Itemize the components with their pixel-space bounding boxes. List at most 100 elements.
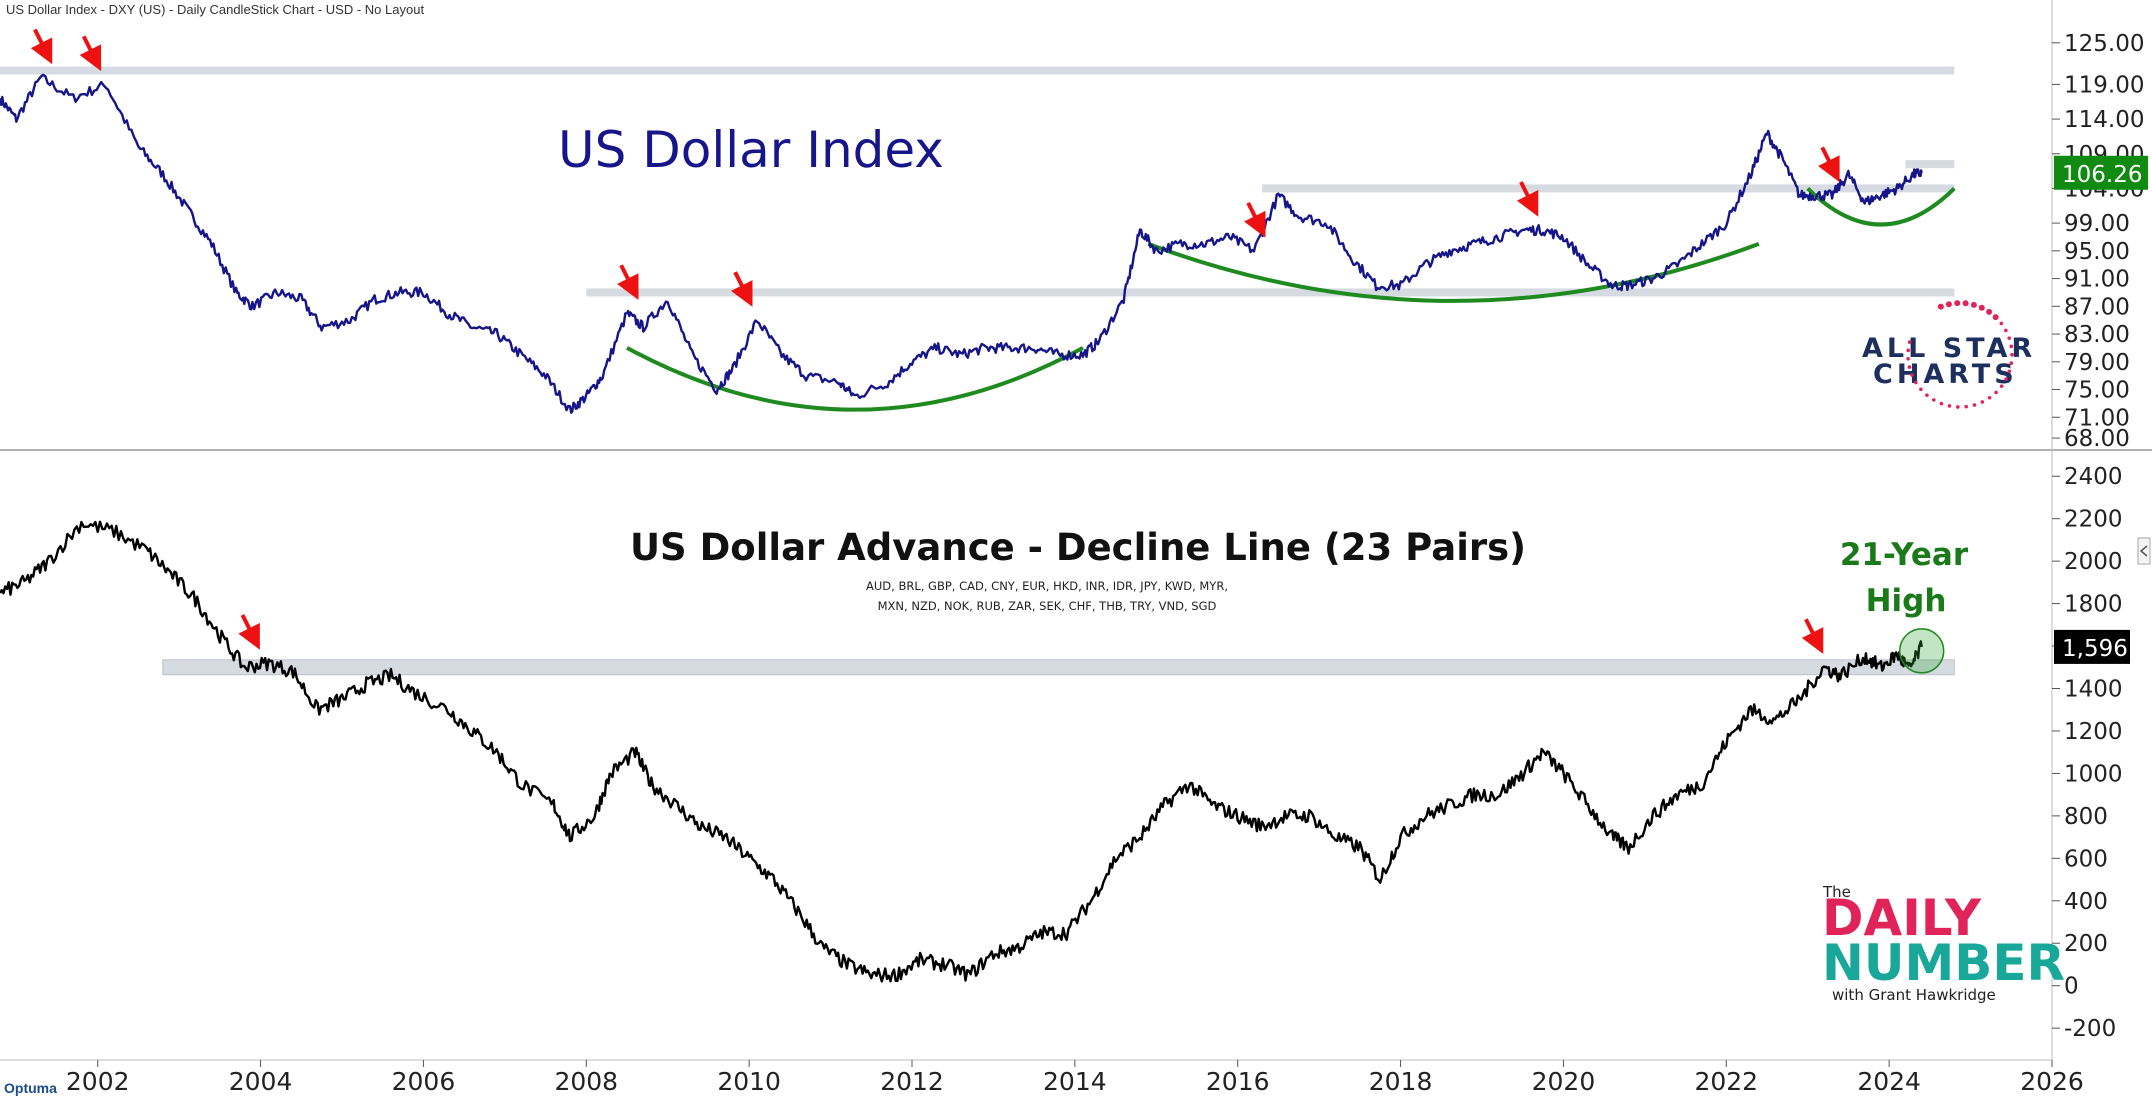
x-tick-label: 2022 (1694, 1067, 1758, 1096)
x-tick-label: 2016 (1206, 1067, 1270, 1096)
x-axis: 2002 2004 2006 2008 2010 2012 2014 2016 2018 2020… (66, 1060, 2084, 1096)
y-tick-label: 800 (2064, 804, 2108, 830)
all-star-logo-line-2: CHARTS (1873, 359, 2018, 390)
y-tick-label: 2000 (2064, 549, 2123, 575)
x-tick-label: 2008 (554, 1067, 618, 1096)
star-dot (1986, 308, 1993, 315)
y-tick-label: 2400 (2064, 464, 2123, 490)
star-dot (1978, 304, 1985, 311)
daily-number-logo: The DAILY NUMBER with Grant Hawkridge (1822, 883, 2065, 1004)
y-tick-label: 83.00 (2064, 322, 2130, 348)
panel-collapse-handle[interactable] (2137, 537, 2151, 565)
red-arrow-icon (617, 264, 639, 300)
y-tick-label: 71.00 (2064, 405, 2130, 431)
y-tick-label: 125.00 (2064, 31, 2144, 57)
star-dot (1937, 303, 1944, 310)
all-star-logo-line-1: ALL STAR (1862, 333, 2036, 364)
star-dot (2007, 336, 2012, 340)
star-dot (2004, 328, 2008, 333)
star-ring-icon (1906, 300, 2014, 409)
daily-number-byline: with Grant Hawkridge (1832, 986, 1996, 1004)
base-arc (1806, 187, 1956, 227)
star-dot (1980, 400, 1985, 404)
y-tick-label: 75.00 (2064, 378, 2130, 404)
star-dot (1907, 340, 1912, 344)
x-tick-label: 2020 (1532, 1067, 1596, 1096)
red-arrow-icon (1801, 618, 1824, 655)
all-star-charts-logo: ALL STAR CHARTS (1862, 300, 2036, 409)
last-value-label: 1,596 (2062, 636, 2128, 662)
daily-number-the: The (1822, 883, 1851, 901)
star-dot (1910, 373, 1914, 377)
star-dot (1907, 365, 1912, 369)
y-tick-label: 68.00 (2064, 426, 2130, 452)
y-tick-label: 99.00 (2064, 211, 2130, 237)
red-arrow-icon (238, 614, 260, 650)
chevron-left-icon (2139, 545, 2148, 557)
star-dot (1970, 301, 1977, 308)
x-tick-label: 2010 (717, 1067, 781, 1096)
y-tick-label: 1000 (2064, 761, 2123, 787)
y-tick-label: 114.00 (2064, 107, 2144, 133)
pairs-line-1: AUD, BRL, GBP, CAD, CNY, EUR, HKD, INR, … (866, 579, 1228, 593)
resistance-band (0, 66, 1955, 75)
red-arrow-icon (731, 271, 753, 307)
star-dot (1994, 390, 1998, 395)
daily-number-number: NUMBER (1822, 934, 2065, 992)
y-tick-label: 1800 (2064, 592, 2123, 618)
y-tick-label: 87.00 (2064, 294, 2130, 320)
annotation-high: High (1866, 583, 1947, 619)
y-tick-label: -200 (2064, 1016, 2116, 1042)
red-arrow-icon (1244, 201, 1266, 238)
y-tick-label: 0 (2064, 974, 2079, 1000)
y-tick-label: 200 (2064, 931, 2108, 957)
resistance-band (586, 288, 1955, 297)
y-tick-label: 400 (2064, 889, 2108, 915)
x-tick-label: 2026 (2020, 1067, 2084, 1096)
y-tick-label: 91.00 (2064, 267, 2130, 293)
red-arrow-icon (1516, 181, 1539, 217)
star-dot (1932, 398, 1936, 402)
daily-number-daily: DAILY (1822, 889, 1982, 947)
chart-header: US Dollar Index - DXY (US) - Daily Candl… (6, 2, 425, 17)
star-dot (1964, 404, 1969, 409)
star-dot (2009, 344, 2014, 349)
series-line (0, 73, 1923, 414)
y-tick-label: 2200 (2064, 507, 2123, 533)
x-tick-label: 2004 (229, 1067, 293, 1096)
star-dot (1999, 321, 2004, 326)
y-tick-label: 119.00 (2064, 72, 2144, 98)
star-dot (1906, 348, 1911, 353)
star-dot (1987, 395, 1992, 400)
star-dot (1992, 314, 1999, 321)
star-dot (2010, 352, 2014, 357)
last-value-tag (2054, 155, 2148, 190)
star-dot (1919, 387, 1923, 392)
last-value-tag (2054, 629, 2130, 664)
x-tick-label: 2002 (66, 1067, 130, 1096)
star-dot (1947, 404, 1952, 408)
breakout-band (162, 659, 1955, 676)
x-tick-label: 2024 (1857, 1067, 1921, 1096)
y-tick-label: 600 (2064, 846, 2108, 872)
star-dot (1999, 384, 2004, 388)
annotation-21-year: 21-Year (1840, 537, 1969, 573)
star-dot (1972, 403, 1977, 407)
bottom-panel: 2400220020001800160014001200100080060040… (0, 464, 2130, 1042)
star-dot (1906, 356, 1910, 361)
y-tick-label: 1200 (2064, 719, 2123, 745)
bottom-chart-title: US Dollar Advance - Decline Line (23 Pai… (630, 526, 1526, 569)
y-tick-label: 79.00 (2064, 350, 2130, 376)
top-panel: 125.00119.00114.00109.00104.0099.0095.00… (0, 28, 2148, 452)
resistance-band (1905, 160, 1955, 169)
base-arc (626, 346, 1084, 412)
star-dot (1945, 301, 1952, 308)
star-dot (1914, 380, 1918, 385)
star-dot (1939, 401, 1944, 406)
star-dot (2009, 361, 2014, 365)
star-dot (1956, 405, 1960, 409)
x-tick-label: 2018 (1369, 1067, 1433, 1096)
resistance-band (1262, 184, 1955, 193)
last-value-label: 106.26 (2062, 162, 2142, 188)
x-tick-label: 2012 (880, 1067, 944, 1096)
